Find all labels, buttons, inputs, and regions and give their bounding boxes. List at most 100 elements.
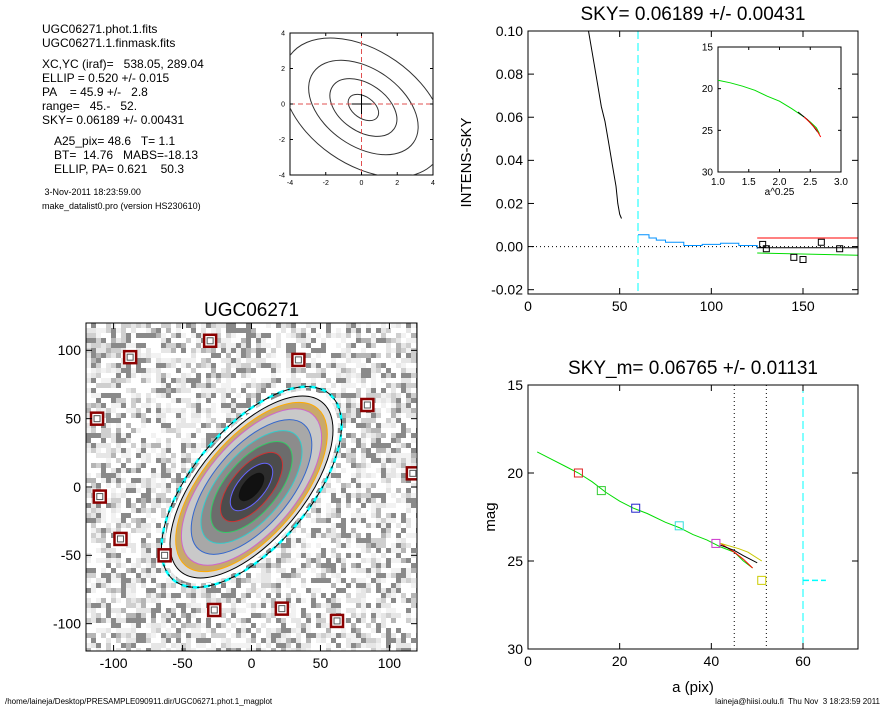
noise-pixel xyxy=(381,538,386,543)
noise-pixel xyxy=(191,418,196,423)
noise-pixel xyxy=(226,583,231,588)
noise-pixel xyxy=(326,623,331,628)
noise-pixel xyxy=(181,413,186,418)
noise-pixel xyxy=(226,638,231,643)
noise-pixel xyxy=(221,393,226,398)
noise-pixel xyxy=(311,323,316,328)
noise-pixel xyxy=(271,613,276,618)
noise-pixel xyxy=(346,373,351,378)
noise-pixel xyxy=(191,338,196,343)
noise-pixel xyxy=(91,558,96,563)
noise-pixel xyxy=(186,443,191,448)
noise-pixel xyxy=(86,648,91,651)
noise-pixel xyxy=(381,403,386,408)
noise-pixel xyxy=(376,593,381,598)
noise-pixel xyxy=(271,388,276,393)
noise-pixel xyxy=(291,613,296,618)
noise-pixel xyxy=(391,543,396,548)
noise-pixel xyxy=(146,368,151,373)
noise-pixel xyxy=(256,593,261,598)
noise-pixel xyxy=(401,543,406,548)
noise-pixel xyxy=(171,338,176,343)
noise-pixel xyxy=(131,443,136,448)
noise-pixel xyxy=(351,458,356,463)
noise-pixel xyxy=(351,493,356,498)
noise-pixel xyxy=(151,478,156,483)
noise-pixel xyxy=(301,638,306,643)
noise-pixel xyxy=(261,343,266,348)
noise-pixel xyxy=(131,468,136,473)
noise-pixel xyxy=(371,423,376,428)
noise-pixel xyxy=(86,493,91,498)
noise-pixel xyxy=(381,448,386,453)
noise-pixel xyxy=(176,323,181,328)
noise-pixel xyxy=(241,573,246,578)
noise-pixel xyxy=(151,378,156,383)
noise-pixel xyxy=(201,633,206,638)
noise-pixel xyxy=(361,358,366,363)
noise-pixel xyxy=(336,458,341,463)
noise-pixel xyxy=(341,373,346,378)
noise-pixel xyxy=(326,363,331,368)
noise-pixel xyxy=(326,388,331,393)
noise-pixel xyxy=(156,428,161,433)
noise-pixel xyxy=(166,648,171,651)
noise-pixel xyxy=(316,593,321,598)
noise-pixel xyxy=(336,553,341,558)
noise-pixel xyxy=(316,493,321,498)
noise-pixel xyxy=(141,523,146,528)
noise-pixel xyxy=(126,553,131,558)
noise-pixel xyxy=(306,383,311,388)
noise-pixel xyxy=(146,538,151,543)
noise-pixel xyxy=(256,363,261,368)
noise-pixel xyxy=(126,393,131,398)
noise-pixel xyxy=(141,378,146,383)
noise-pixel xyxy=(86,413,91,418)
noise-pixel xyxy=(346,388,351,393)
noise-pixel xyxy=(406,623,411,628)
noise-pixel xyxy=(391,333,396,338)
noise-pixel xyxy=(106,428,111,433)
noise-pixel xyxy=(371,518,376,523)
noise-pixel xyxy=(371,563,376,568)
noise-pixel xyxy=(221,578,226,583)
noise-pixel xyxy=(286,353,291,358)
noise-pixel xyxy=(366,483,371,488)
noise-pixel xyxy=(261,633,266,638)
noise-pixel xyxy=(341,508,346,513)
noise-pixel xyxy=(271,593,276,598)
noise-pixel xyxy=(201,363,206,368)
noise-pixel xyxy=(116,338,121,343)
noise-pixel xyxy=(296,633,301,638)
noise-pixel xyxy=(401,563,406,568)
noise-pixel xyxy=(336,563,341,568)
noise-pixel xyxy=(206,648,211,651)
sky-x-label: 50 xyxy=(612,298,628,314)
noise-pixel xyxy=(111,363,116,368)
noise-pixel xyxy=(386,543,391,548)
noise-pixel xyxy=(301,648,306,651)
noise-pixel xyxy=(396,518,401,523)
noise-pixel xyxy=(236,323,241,328)
noise-pixel xyxy=(126,383,131,388)
noise-pixel xyxy=(411,583,416,588)
noise-pixel xyxy=(326,523,331,528)
noise-pixel xyxy=(306,613,311,618)
noise-pixel xyxy=(271,628,276,633)
noise-pixel xyxy=(156,578,161,583)
noise-pixel xyxy=(336,593,341,598)
noise-pixel xyxy=(216,328,221,333)
noise-pixel xyxy=(386,463,391,468)
contour-x-label: 4 xyxy=(431,180,435,187)
noise-pixel xyxy=(201,403,206,408)
noise-pixel xyxy=(386,353,391,358)
noise-pixel xyxy=(231,618,236,623)
noise-pixel xyxy=(221,638,226,643)
noise-pixel xyxy=(411,533,416,538)
noise-pixel xyxy=(86,643,91,648)
noise-pixel xyxy=(266,568,271,573)
noise-pixel xyxy=(131,628,136,633)
noise-pixel xyxy=(216,338,221,343)
noise-pixel xyxy=(126,473,131,478)
noise-pixel xyxy=(131,518,136,523)
